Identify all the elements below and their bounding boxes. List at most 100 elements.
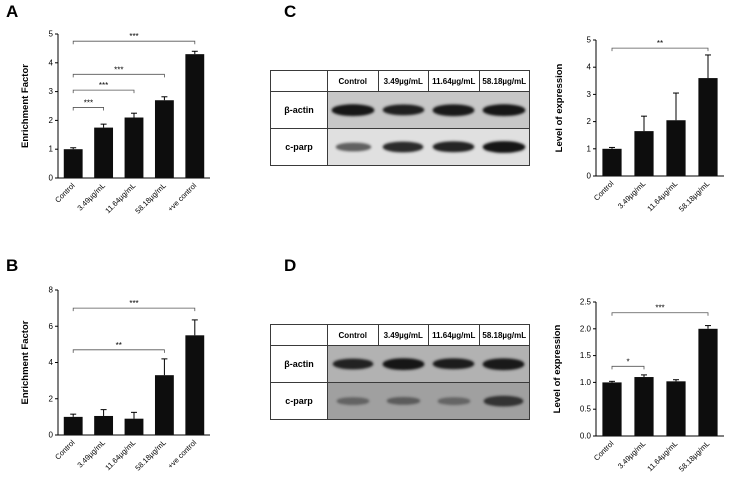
- panel-c-expression-bar-chart: 0 1 2 3 4 5 Level of expression Control 3.49µg/m…: [554, 36, 724, 214]
- significance-label: **: [116, 341, 122, 350]
- y-tick-label: 0: [49, 174, 54, 183]
- significance-label: ***: [129, 299, 138, 308]
- blot-row-label: c-parp: [271, 383, 327, 419]
- y-tick-label: 1: [587, 144, 592, 153]
- protein-band: [333, 358, 374, 370]
- significance-bracket: [72, 107, 104, 111]
- y-tick-label: 1: [49, 145, 54, 154]
- panel-b-label: B: [6, 256, 19, 275]
- x-tick-label: 58.18µg/mL: [133, 438, 167, 472]
- y-tick-label: 4: [49, 358, 54, 367]
- y-tick-label: 1.0: [580, 378, 592, 387]
- x-tick-label: 3.49µg/mL: [616, 439, 648, 471]
- x-tick-label: Control: [592, 439, 616, 463]
- bar: [602, 148, 622, 176]
- protein-band: [437, 397, 470, 405]
- significance-bracket: [611, 365, 645, 370]
- protein-band: [433, 358, 474, 370]
- blot-strip: [328, 346, 529, 382]
- significance-bracket: [611, 47, 709, 52]
- significance-label: ***: [84, 98, 93, 107]
- bar: [94, 127, 114, 178]
- x-tick-label: Control: [592, 179, 616, 203]
- significance-label: ***: [114, 65, 123, 74]
- blot-strip: [328, 92, 529, 128]
- protein-band: [483, 358, 525, 370]
- bar: [602, 382, 622, 436]
- significance-label: **: [657, 39, 663, 48]
- y-tick-label: 0.5: [580, 405, 592, 414]
- blot-lane-header: 3.49µg/mL: [378, 71, 428, 91]
- protein-band: [483, 104, 525, 116]
- y-tick-label: 2: [49, 394, 54, 403]
- blot-lane-header: 58.18µg/mL: [479, 325, 529, 345]
- bar: [185, 54, 205, 178]
- x-tick-label: 3.49µg/mL: [75, 181, 107, 213]
- y-tick-label: 3: [587, 90, 592, 99]
- x-tick-label: 11.64µg/mL: [103, 438, 137, 472]
- panel-a-enrichment-bar-chart: 0 1 2 3 4 5 Enrichment Factor Control3.49µg/mL1…: [20, 30, 210, 216]
- bar: [666, 120, 686, 176]
- y-tick-label: 0.0: [580, 432, 592, 441]
- y-tick-label: 2: [49, 116, 54, 125]
- blot-row-label: c-parp: [271, 129, 327, 165]
- protein-band: [386, 397, 421, 405]
- y-tick-label: 2.5: [580, 298, 592, 307]
- x-tick-label: 58.18µg/mL: [133, 181, 167, 215]
- panel-d-expression-bar-chart: 0.0 0.5 1.0 1.5 2.0 2.5 Level of expression Con…: [552, 298, 724, 474]
- significance-bracket: [72, 89, 135, 94]
- x-tick-label: 11.64µg/mL: [645, 439, 679, 473]
- y-tick-label: 5: [587, 36, 592, 45]
- protein-band: [383, 141, 424, 153]
- blot-strip: [328, 129, 529, 165]
- significance-bracket: [72, 349, 165, 353]
- y-axis-title: Enrichment Factor: [20, 320, 31, 404]
- significance-bracket: [72, 40, 196, 45]
- panel-d-label: D: [284, 256, 297, 275]
- blot-row-label: β-actin: [271, 92, 327, 128]
- x-tick-label: Control: [53, 181, 77, 205]
- panel-c-label: C: [284, 2, 297, 21]
- blot-strip: [328, 383, 529, 419]
- x-tick-label: 3.49µg/mL: [616, 179, 648, 211]
- significance-label: *: [626, 357, 629, 366]
- panel-d-western-blot-table: Control 3.49µg/mL 11.64µg/mL 58.18µg/mL β-ac…: [270, 324, 530, 420]
- blot-lane-header: Control: [328, 71, 378, 91]
- y-tick-label: 1.5: [580, 351, 592, 360]
- blot-lane-header: 58.18µg/mL: [479, 71, 529, 91]
- bar: [154, 100, 174, 178]
- x-tick-label: 11.64µg/mL: [645, 179, 679, 213]
- significance-bracket: [72, 73, 165, 78]
- blot-lane-header: 3.49µg/mL: [378, 325, 428, 345]
- protein-band: [484, 396, 524, 406]
- protein-band: [383, 104, 424, 116]
- y-tick-label: 4: [587, 63, 592, 72]
- protein-band: [332, 104, 374, 116]
- x-tick-label: 3.49µg/mL: [75, 438, 107, 470]
- bar: [154, 375, 174, 435]
- protein-band: [335, 143, 371, 151]
- blot-lane-header: 11.64µg/mL: [429, 325, 479, 345]
- y-tick-label: 6: [49, 322, 54, 331]
- y-tick-label: 4: [49, 58, 54, 67]
- blot-row-label: β-actin: [271, 346, 327, 382]
- bar: [185, 335, 205, 435]
- significance-label: ***: [99, 81, 108, 90]
- bar: [63, 416, 83, 435]
- panel-a-label: A: [6, 2, 19, 21]
- blot-lane-header: 11.64µg/mL: [429, 71, 479, 91]
- panel-c-western-blot-table: Control 3.49µg/mL 11.64µg/mL 58.18µg/mL β-ac…: [270, 70, 530, 166]
- y-axis-title: Level of expression: [552, 324, 563, 413]
- y-tick-label: 2.0: [580, 324, 592, 333]
- bar: [634, 377, 654, 436]
- y-tick-label: 8: [49, 286, 54, 295]
- significance-label: ***: [655, 304, 664, 313]
- protein-band: [433, 104, 475, 116]
- blot-corner-cell: [271, 325, 327, 345]
- blot-lane-header: Control: [328, 325, 378, 345]
- y-tick-label: 5: [49, 30, 54, 39]
- panel-b-enrichment-bar-chart: 0 2 4 6 8 Enrichment Factor Control3.49µg/mL11…: [20, 286, 210, 473]
- x-tick-label: +ve control: [166, 181, 199, 214]
- x-tick-label: 11.64µg/mL: [103, 181, 137, 215]
